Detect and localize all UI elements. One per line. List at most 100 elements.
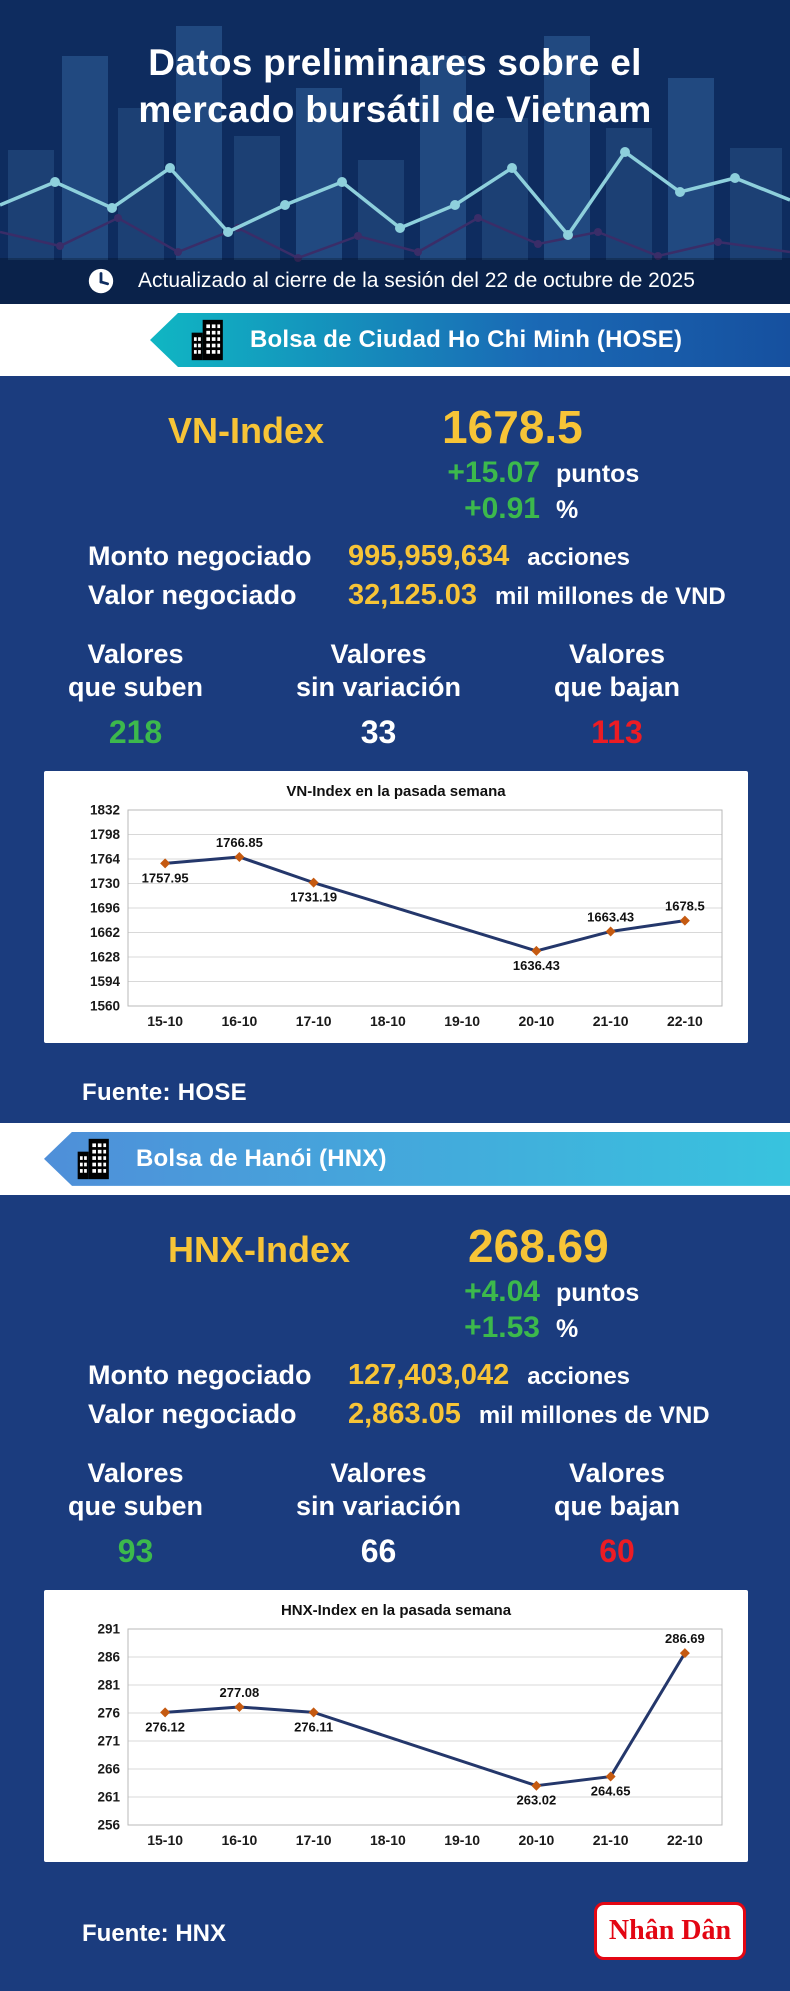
svg-text:1678.5: 1678.5 [665,898,705,913]
hnx-advancers-value: 93 [117,1532,154,1569]
svg-text:286: 286 [97,1649,120,1664]
svg-text:266: 266 [97,1761,120,1776]
svg-text:17-10: 17-10 [296,1832,332,1848]
hnx-change-percent: +1.53 [464,1310,540,1344]
svg-text:16-10: 16-10 [221,1832,257,1848]
vn-index-chart: VN-Index en la pasada semana 1832 1798 176… [44,770,748,1043]
svg-text:1696: 1696 [90,900,121,915]
svg-text:16-10: 16-10 [221,1013,257,1029]
hose-banner-band: Bolsa de Ciudad Ho Chi Minh (HOSE) [0,304,790,376]
hose-section: VN-Index 1678.5 +15.07 puntos +0.91 % Mo… [0,400,790,1107]
hnx-volume-unit: acciones [527,1362,631,1390]
svg-text:276.12: 276.12 [145,1719,185,1734]
hnx-advancers-label: Valores que suben [68,1457,204,1521]
hnx-banner-title: Bolsa de Hanói (HNX) [136,1144,387,1172]
hnx-unchanged-label: Valores sin variación [295,1457,462,1521]
svg-text:276: 276 [97,1705,120,1720]
nhan-dan-logo-text: Nhân Dân [608,1914,732,1946]
svg-text:19-10: 19-10 [444,1832,480,1848]
hose-index-row: VN-Index 1678.5 [0,400,790,454]
hose-change-points-row: +15.07 puntos [0,456,790,490]
hnx-decliners-value: 60 [599,1532,635,1569]
hnx-unchanged-value: 66 [360,1532,397,1569]
cyan-trend-line [0,147,790,240]
svg-text:20-10: 20-10 [518,1832,554,1848]
svg-text:15-10: 15-10 [147,1832,183,1848]
hnx-breadth: Valores que suben 93 Valores sin variaci… [68,1457,680,1570]
svg-text:1628: 1628 [90,949,121,964]
svg-text:264.65: 264.65 [591,1783,631,1798]
hose-advancers: Valores que suben 218 [68,638,203,751]
hose-change-points: +15.07 [447,456,540,489]
hnx-decliners-label: Valores que bajan [553,1457,680,1521]
hose-volume-label: Monto negociado [88,541,312,571]
svg-text:20-10: 20-10 [518,1013,554,1029]
hnx-change-points-row: +4.04 puntos [0,1275,790,1309]
hose-decliners-label: Valores que bajan [553,639,680,702]
svg-text:263.02: 263.02 [516,1792,556,1807]
hose-index-name: VN-Index [168,410,325,451]
hose-banner-title: Bolsa de Ciudad Ho Chi Minh (HOSE) [250,326,683,353]
source-hose: Fuente: HOSE [82,1078,247,1106]
svg-text:261: 261 [97,1789,120,1804]
svg-text:271: 271 [97,1733,120,1748]
hnx-turnover-value: 2,863.05 [348,1397,461,1430]
hose-volume-value: 995,959,634 [348,540,510,572]
hnx-advancers: Valores que suben 93 [68,1457,203,1570]
hnx-points-unit: puntos [556,1278,640,1307]
hnx-volume-value: 127,403,042 [348,1358,510,1391]
hnx-banner: Bolsa de Hanói (HNX) [44,1131,790,1186]
hnx-index-chart: HNX-Index en la pasada semana 291 286 281 2… [44,1589,748,1862]
hnx-banner-band: Bolsa de Hanói (HNX) [0,1122,790,1195]
svg-text:1636.43: 1636.43 [513,958,560,973]
clock-icon [88,268,114,294]
decorative-bars-and-lines [0,26,790,262]
hnx-index-name: HNX-Index [168,1228,351,1270]
svg-text:1766.85: 1766.85 [216,835,263,850]
hnx-chart-title: HNX-Index en la pasada semana [280,1601,512,1619]
hnx-decliners: Valores que bajan 60 [554,1457,680,1570]
svg-text:21-10: 21-10 [593,1832,629,1848]
svg-text:18-10: 18-10 [370,1013,406,1029]
svg-text:19-10: 19-10 [444,1013,480,1029]
hose-volume-row: Monto negociado 995,959,634 acciones [88,540,790,573]
svg-text:1594: 1594 [90,974,121,989]
hose-unchanged: Valores sin variación 33 [296,638,461,751]
svg-text:1560: 1560 [90,998,120,1013]
hnx-index-value: 268.69 [468,1219,609,1272]
svg-text:286.69: 286.69 [665,1631,705,1646]
hose-turnover-unit: mil millones de VND [495,583,726,610]
hose-turnover-value: 32,125.03 [348,579,478,611]
svg-text:1731.19: 1731.19 [290,890,337,905]
svg-text:1757.95: 1757.95 [142,870,189,885]
hnx-unchanged: Valores sin variación 66 [296,1457,461,1570]
updated-text: Actualizado al cierre de la sesión del 2… [138,269,695,292]
hose-decliners-value: 113 [591,713,643,750]
header: Datos preliminares sobre el mercado burs… [0,0,790,304]
hose-advancers-value: 218 [108,713,163,750]
hose-banner: Bolsa de Ciudad Ho Chi Minh (HOSE) [150,313,790,367]
purple-trend-line [0,214,790,262]
hose-points-unit: puntos [556,460,640,488]
footer: Fuente: HNX Nhân Dân [0,1901,790,1988]
svg-text:17-10: 17-10 [296,1013,332,1029]
hnx-change-points: +4.04 [464,1274,540,1308]
hose-index-value: 1678.5 [442,401,583,453]
page-title: Datos preliminares sobre el mercado burs… [138,42,652,130]
building-icon [191,319,223,361]
nhan-dan-logo: Nhân Dân [594,1901,746,1960]
svg-text:277.08: 277.08 [219,1685,259,1700]
hnx-section: HNX-Index 268.69 +4.04 puntos +1.53 % Mo… [0,1219,790,1862]
hnx-turnover-unit: mil millones de VND [478,1401,710,1429]
hose-decliners: Valores que bajan 113 [554,638,680,751]
hnx-volume-label: Monto negociado [88,1359,312,1390]
hnx-percent-unit: % [556,1314,579,1343]
svg-text:22-10: 22-10 [667,1832,703,1848]
hose-volume-unit: acciones [527,544,631,571]
vn-chart-title: VN-Index en la pasada semana [286,782,506,800]
hnx-index-line-chart: 291 286 281 276 271 266 261 256 15-10 16-10 17-10 1… [97,1621,723,1848]
svg-text:18-10: 18-10 [370,1832,406,1848]
hnx-turnover-row: Valor negociado 2,863.05 mil millones de… [88,1398,790,1431]
svg-text:256: 256 [97,1817,120,1832]
svg-text:1798: 1798 [90,827,121,842]
